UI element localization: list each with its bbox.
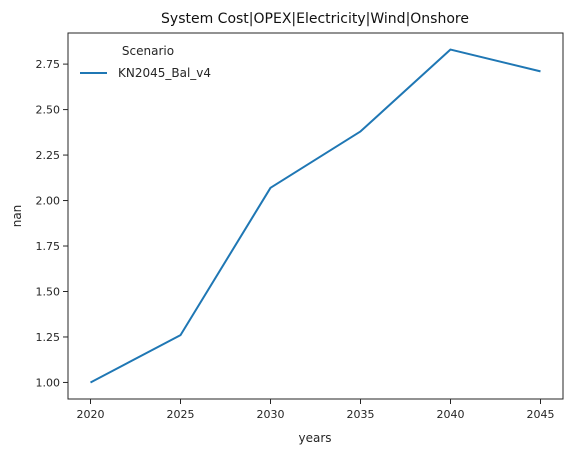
y-tick-label: 2.25 — [36, 149, 61, 162]
y-axis: 1.00 1.25 1.50 1.75 2.00 2.25 2.50 2.75 — [36, 58, 68, 389]
y-axis-label: nan — [10, 205, 24, 228]
x-tick-label: 2030 — [257, 408, 285, 421]
y-tick-label: 2.75 — [36, 58, 61, 71]
legend-title: Scenario — [122, 44, 174, 58]
x-tick-label: 2035 — [347, 408, 375, 421]
legend: Scenario KN2045_Bal_v4 — [80, 44, 211, 80]
x-tick-label: 2040 — [437, 408, 465, 421]
x-tick-label: 2025 — [167, 408, 195, 421]
y-tick-label: 1.75 — [36, 240, 61, 253]
series-layer — [90, 48, 541, 384]
series-line — [90, 48, 541, 384]
x-axis-label: years — [298, 431, 331, 445]
plot-area — [67, 32, 564, 400]
y-tick-label: 1.00 — [36, 376, 61, 389]
y-tick-label: 1.50 — [36, 285, 61, 298]
y-tick-label: 1.25 — [36, 331, 61, 344]
chart-title: System Cost|OPEX|Electricity|Wind|Onshor… — [161, 11, 469, 27]
x-axis: 2020 2025 2030 2035 2040 2045 — [77, 399, 555, 421]
y-tick-label: 2.50 — [36, 104, 61, 117]
y-tick-label: 2.00 — [36, 195, 61, 208]
x-tick-label: 2020 — [77, 408, 105, 421]
legend-entry-label: KN2045_Bal_v4 — [118, 66, 211, 80]
x-tick-label: 2045 — [527, 408, 555, 421]
